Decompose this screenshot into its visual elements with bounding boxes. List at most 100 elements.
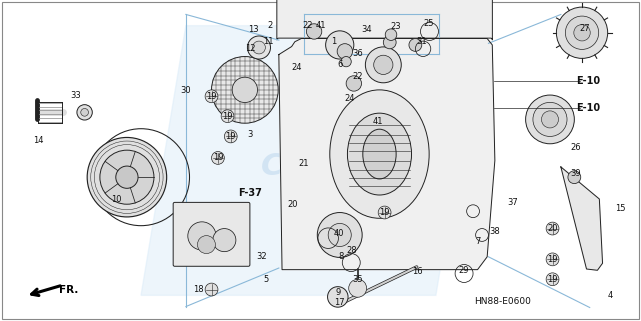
Text: 13: 13 [249,25,259,34]
Circle shape [568,171,581,184]
Text: 21: 21 [299,159,309,168]
Text: 37: 37 [508,198,518,207]
Polygon shape [141,26,481,295]
Text: E-10: E-10 [576,76,601,86]
Text: 16: 16 [412,267,422,276]
Text: 12: 12 [245,44,255,53]
Text: 4: 4 [608,291,613,300]
Text: 41: 41 [373,117,383,126]
Circle shape [205,90,218,103]
Text: 24: 24 [345,94,355,103]
Circle shape [87,137,167,217]
Circle shape [221,110,234,123]
Text: 36: 36 [353,49,363,58]
Circle shape [205,283,218,296]
Text: 29: 29 [459,266,469,275]
Text: 11: 11 [263,37,273,46]
Circle shape [546,222,559,235]
Circle shape [77,105,92,120]
Circle shape [565,16,599,49]
Text: 25: 25 [423,19,433,28]
Circle shape [306,24,322,39]
Text: FR.: FR. [59,284,78,295]
Ellipse shape [363,129,396,179]
Circle shape [116,166,138,188]
Text: 9: 9 [335,288,340,297]
Circle shape [542,111,558,128]
Text: 7: 7 [475,237,480,246]
Text: 14: 14 [33,136,44,145]
Text: 6: 6 [337,60,342,69]
Text: 41: 41 [315,21,326,30]
Circle shape [100,150,154,204]
Circle shape [213,229,236,252]
Text: 19: 19 [547,255,558,264]
Text: 2: 2 [268,21,273,30]
Circle shape [328,287,348,307]
Text: 10: 10 [112,195,122,204]
Circle shape [378,206,391,219]
Text: 33: 33 [71,91,81,100]
Text: 20: 20 [547,224,558,233]
Ellipse shape [347,113,412,195]
Circle shape [365,47,401,83]
Circle shape [556,7,608,58]
Text: 19: 19 [206,92,217,101]
Circle shape [326,31,354,59]
Text: E-10: E-10 [576,103,601,114]
Text: CMSNL: CMSNL [261,152,380,181]
Circle shape [341,56,351,67]
Text: 22: 22 [303,21,313,30]
Text: F-37: F-37 [238,188,262,198]
Text: 39: 39 [570,169,581,178]
Text: 28: 28 [346,246,356,255]
Circle shape [328,223,351,247]
Text: 30: 30 [181,86,191,95]
Text: HN88-E0600: HN88-E0600 [474,297,531,306]
Circle shape [374,55,393,74]
Text: 26: 26 [570,143,581,152]
Circle shape [533,102,567,136]
Polygon shape [279,39,495,270]
Text: 19: 19 [222,112,233,121]
FancyBboxPatch shape [277,0,492,40]
Circle shape [337,44,353,59]
FancyBboxPatch shape [173,202,250,266]
Text: 23: 23 [391,22,401,31]
Circle shape [546,253,559,266]
Text: 17: 17 [335,298,345,307]
Text: 22: 22 [353,72,363,81]
Text: 34: 34 [362,25,372,34]
Text: 32: 32 [256,252,267,261]
Circle shape [197,236,215,254]
Circle shape [253,41,265,54]
Text: 31: 31 [417,37,427,46]
Circle shape [224,130,237,143]
Circle shape [317,213,362,257]
Text: 24: 24 [291,63,301,72]
Circle shape [247,36,271,59]
Text: 20: 20 [287,200,297,209]
Circle shape [409,39,422,51]
Text: 35: 35 [353,275,363,284]
Text: 15: 15 [615,204,626,213]
Circle shape [383,36,396,49]
Circle shape [212,152,224,164]
Ellipse shape [329,90,429,218]
Circle shape [385,29,397,40]
Circle shape [574,24,590,41]
Circle shape [349,279,367,297]
Circle shape [81,108,88,116]
Text: 19: 19 [547,275,558,284]
Text: 19: 19 [379,208,390,217]
Circle shape [526,95,574,144]
Text: 3: 3 [247,130,253,139]
Text: 18: 18 [194,285,204,294]
Text: 38: 38 [490,227,500,236]
Text: 8: 8 [338,252,344,261]
Text: 27: 27 [579,24,590,33]
Circle shape [188,222,216,250]
Text: 1: 1 [331,37,336,46]
Text: 5: 5 [263,275,269,284]
Circle shape [346,76,362,91]
